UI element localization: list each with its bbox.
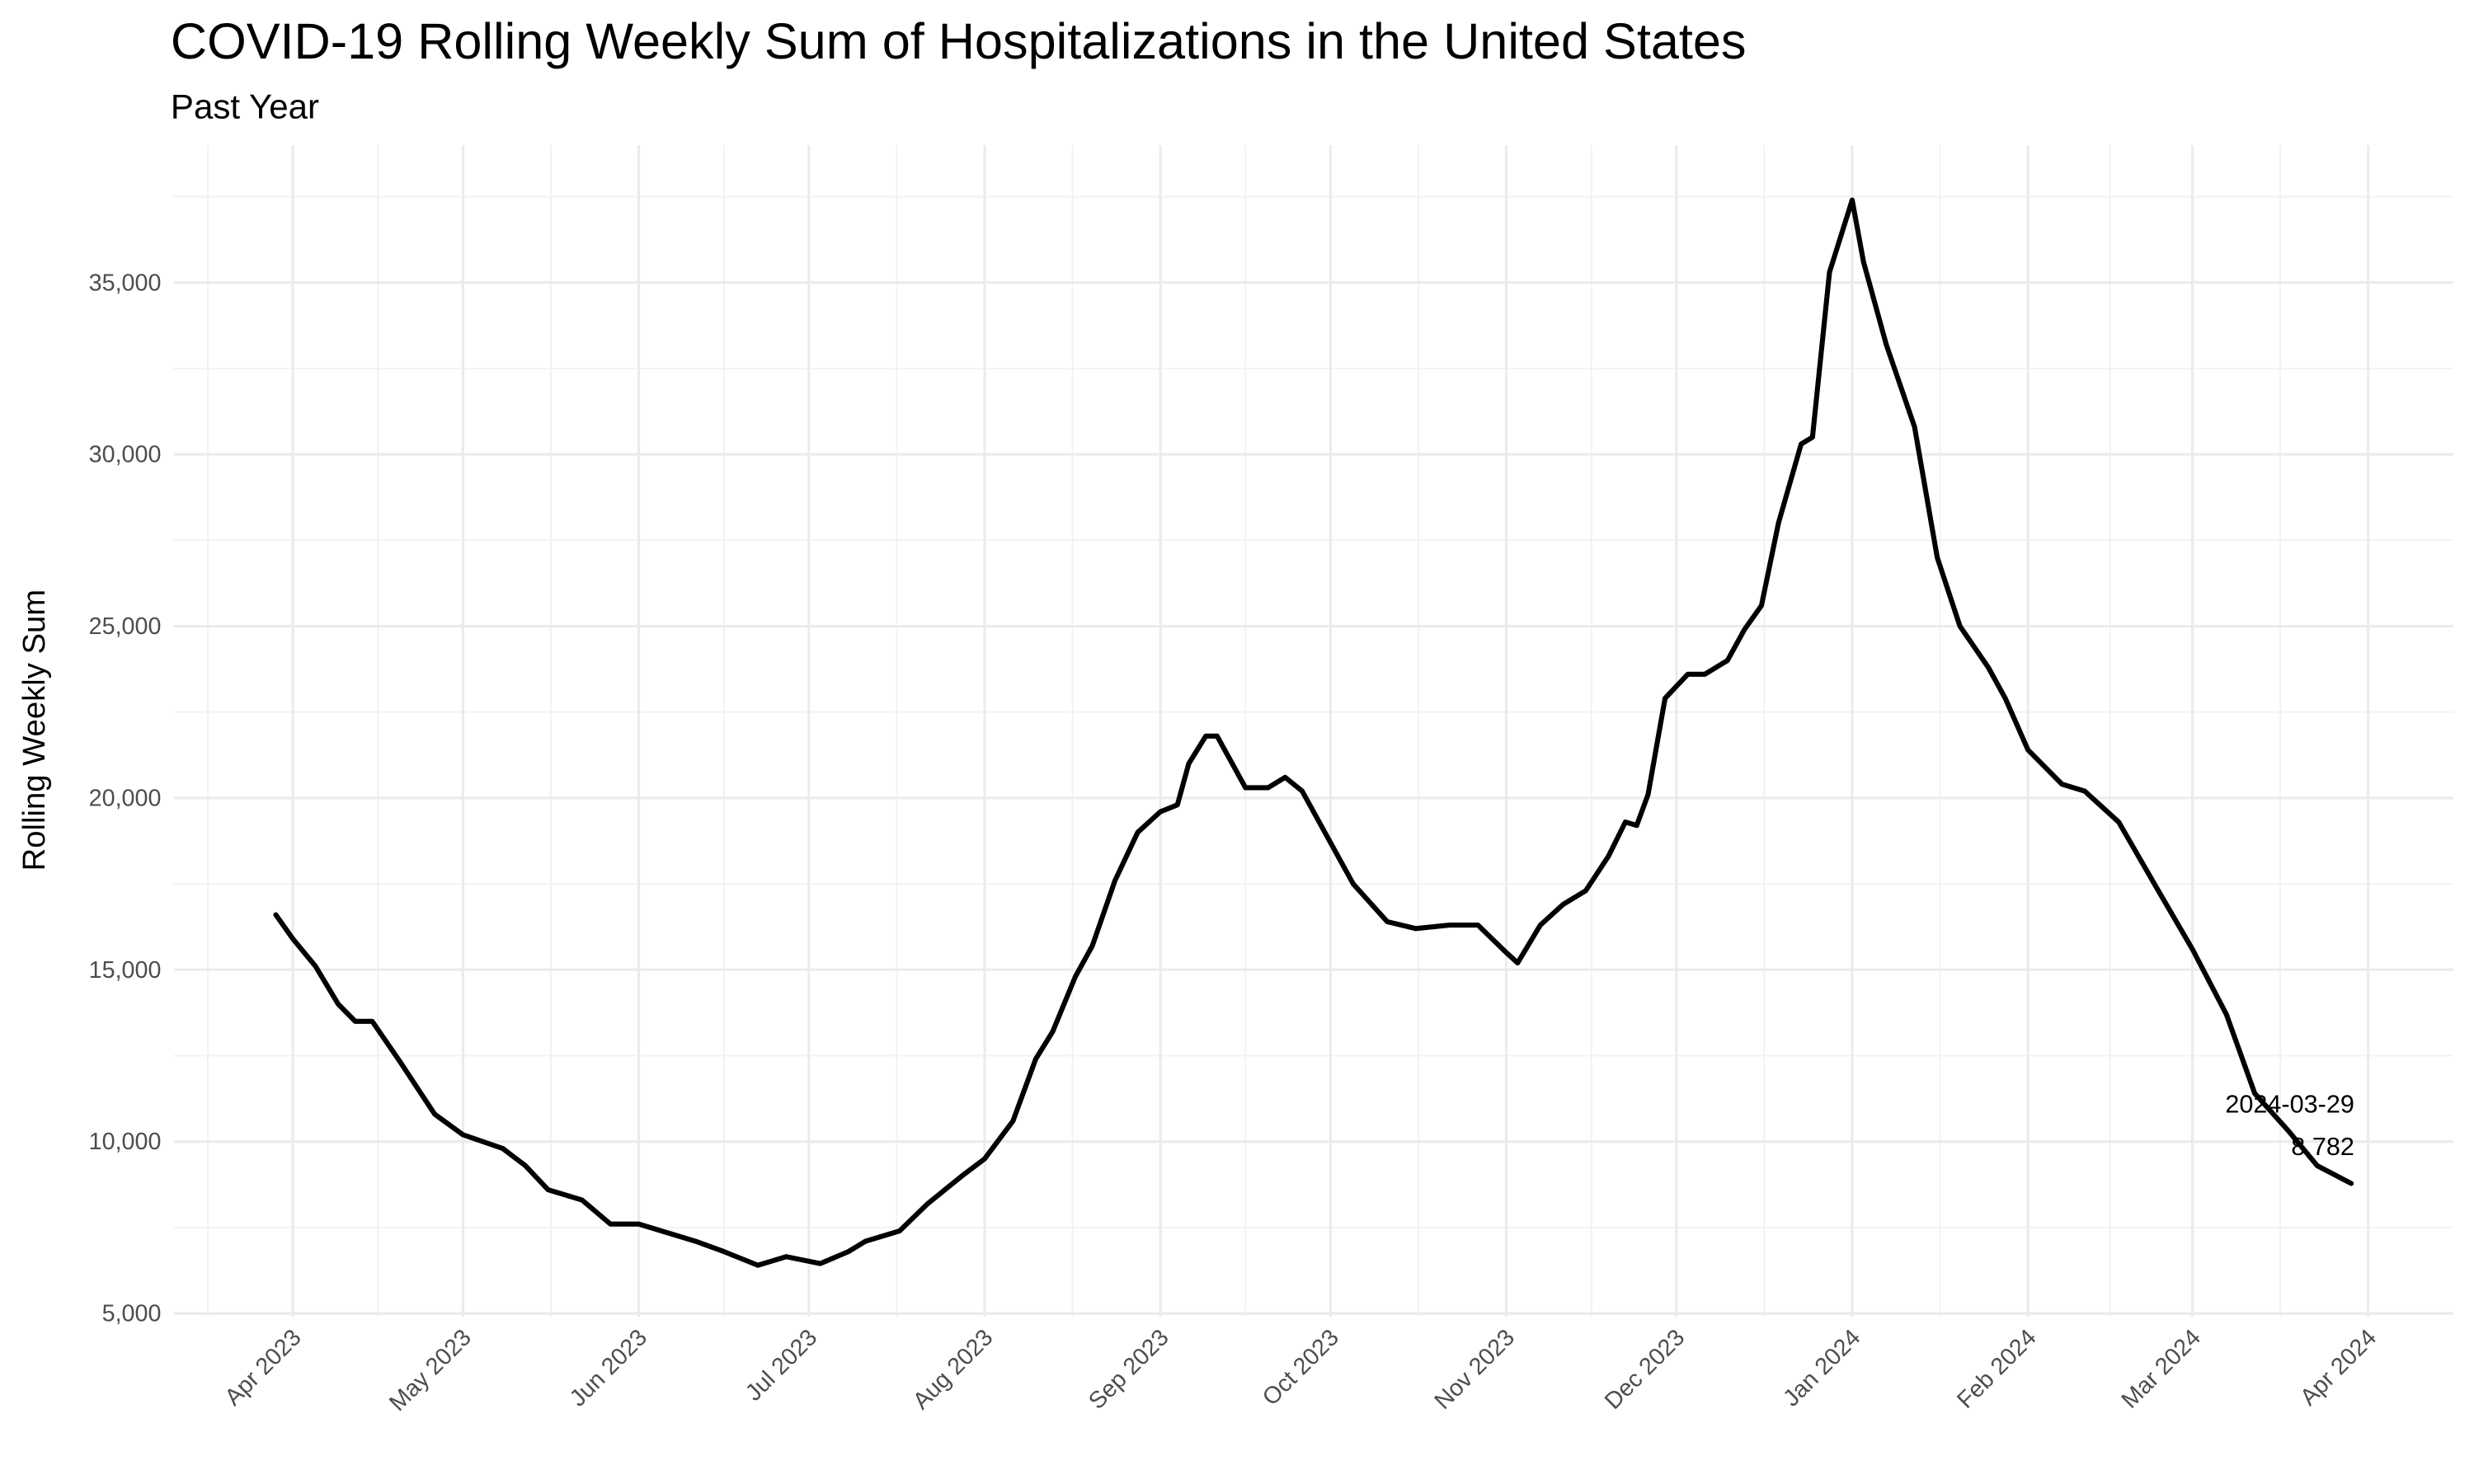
annotation: 8,782: [2291, 1133, 2354, 1161]
data-line: [273, 197, 2354, 1268]
chart-title: COVID-19 Rolling Weekly Sum of Hospitali…: [171, 13, 1747, 69]
y-axis-label: Rolling Weekly Sum: [16, 589, 52, 871]
y-tick-label: 25,000: [89, 613, 162, 640]
y-tick-label: 20,000: [89, 785, 162, 811]
annotation: 2024-03-29: [2225, 1090, 2354, 1118]
grid: [173, 144, 2453, 1317]
chart-subtitle: Past Year: [171, 87, 319, 125]
y-tick-label: 35,000: [89, 270, 162, 296]
y-tick-label: 5,000: [102, 1301, 162, 1327]
y-tick-label: 10,000: [89, 1129, 162, 1155]
y-tick-label: 30,000: [89, 442, 162, 468]
y-tick-label: 15,000: [89, 957, 162, 984]
